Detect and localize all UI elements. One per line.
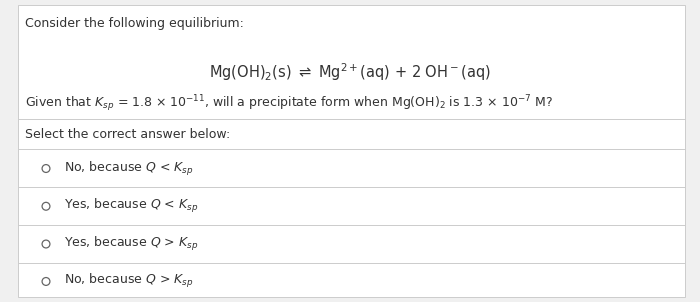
Text: Yes, because $Q$ < $K_{sp}$: Yes, because $Q$ < $K_{sp}$ bbox=[64, 197, 197, 215]
Text: Select the correct answer below:: Select the correct answer below: bbox=[25, 128, 230, 141]
Text: No, because $Q$ < $K_{sp}$: No, because $Q$ < $K_{sp}$ bbox=[64, 159, 193, 178]
Text: Yes, because $Q$ > $K_{sp}$: Yes, because $Q$ > $K_{sp}$ bbox=[64, 235, 197, 253]
Text: Mg(OH)$_2$(s) $\rightleftharpoons$ Mg$^{2+}$(aq) + 2 OH$^-$(aq): Mg(OH)$_2$(s) $\rightleftharpoons$ Mg$^{… bbox=[209, 62, 491, 83]
Text: Consider the following equilibrium:: Consider the following equilibrium: bbox=[25, 17, 244, 30]
Text: Given that $K_{sp}$ = 1.8 $\times$ 10$^{-11}$, will a precipitate form when Mg(O: Given that $K_{sp}$ = 1.8 $\times$ 10$^{… bbox=[25, 94, 553, 114]
Text: No, because $Q$ > $K_{sp}$: No, because $Q$ > $K_{sp}$ bbox=[64, 272, 193, 291]
FancyBboxPatch shape bbox=[18, 5, 685, 297]
